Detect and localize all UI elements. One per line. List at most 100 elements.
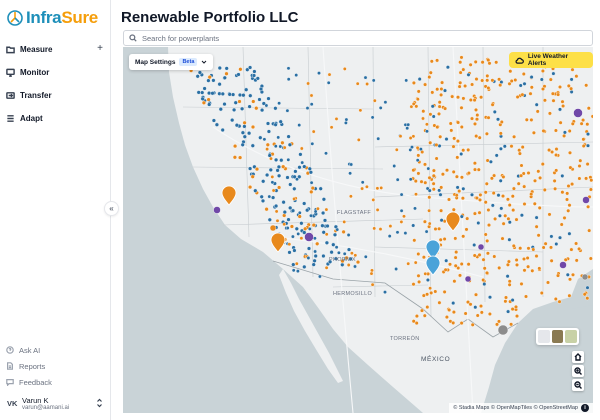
powerplant-marker[interactable] — [454, 250, 459, 255]
powerplant-marker[interactable] — [376, 136, 381, 141]
powerplant-marker[interactable] — [427, 221, 432, 226]
powerplant-marker[interactable] — [295, 177, 299, 182]
powerplant-marker[interactable] — [232, 155, 237, 160]
powerplant-marker[interactable] — [504, 295, 509, 300]
powerplant-marker[interactable] — [334, 117, 339, 121]
powerplant-marker[interactable] — [378, 106, 383, 110]
powerplant-marker[interactable] — [468, 98, 473, 103]
powerplant-marker[interactable] — [438, 192, 443, 197]
powerplant-marker[interactable] — [370, 268, 374, 273]
powerplant-marker[interactable] — [237, 155, 243, 160]
powerplant-marker[interactable] — [286, 134, 291, 139]
powerplant-marker[interactable] — [425, 305, 430, 310]
powerplant-marker[interactable] — [459, 151, 464, 156]
powerplant-marker[interactable] — [280, 140, 285, 145]
powerplant-marker[interactable] — [343, 121, 348, 125]
powerplant-marker[interactable] — [394, 147, 399, 152]
powerplant-marker[interactable] — [517, 148, 522, 153]
powerplant-marker[interactable] — [285, 108, 290, 113]
powerplant-marker[interactable] — [511, 208, 516, 213]
powerplant-marker[interactable] — [292, 196, 297, 201]
powerplant-marker[interactable] — [273, 122, 278, 127]
powerplant-marker[interactable] — [242, 120, 247, 125]
powerplant-marker[interactable] — [569, 89, 574, 94]
powerplant-marker[interactable] — [507, 237, 512, 242]
powerplant-marker[interactable] — [431, 114, 436, 119]
powerplant-marker[interactable] — [483, 200, 488, 205]
powerplant-marker[interactable] — [442, 289, 447, 294]
powerplant-marker[interactable] — [429, 290, 434, 295]
powerplant-marker[interactable] — [451, 310, 456, 315]
powerplant-marker[interactable] — [346, 263, 351, 267]
zoom-in-button[interactable] — [572, 365, 584, 377]
powerplant-marker[interactable] — [268, 167, 273, 172]
powerplant-marker[interactable] — [585, 122, 590, 127]
powerplant-marker[interactable] — [500, 236, 505, 241]
powerplant-marker[interactable] — [261, 101, 266, 106]
powerplant-marker[interactable] — [425, 292, 430, 297]
powerplant-marker[interactable] — [559, 222, 564, 227]
powerplant-marker[interactable] — [447, 308, 452, 313]
powerplant-marker[interactable] — [306, 256, 311, 260]
powerplant-marker[interactable] — [513, 78, 518, 83]
powerplant-marker[interactable] — [472, 253, 477, 258]
powerplant-marker[interactable] — [532, 201, 537, 206]
powerplant-marker[interactable] — [265, 142, 270, 147]
powerplant-marker[interactable] — [239, 106, 245, 111]
powerplant-marker[interactable] — [408, 177, 413, 182]
powerplant-marker[interactable] — [299, 236, 304, 241]
powerplant-marker[interactable] — [510, 298, 515, 303]
powerplant-marker[interactable] — [348, 171, 353, 176]
powerplant-marker[interactable] — [508, 69, 513, 74]
powerplant-marker[interactable] — [311, 223, 316, 228]
powerplant-marker[interactable] — [554, 168, 559, 173]
solar-site-pin[interactable] — [445, 211, 461, 232]
powerplant-marker[interactable] — [569, 247, 574, 252]
powerplant-marker[interactable] — [584, 83, 589, 88]
powerplant-marker[interactable] — [372, 98, 377, 103]
powerplant-marker[interactable] — [342, 251, 347, 256]
powerplant-marker[interactable] — [541, 245, 546, 250]
powerplant-marker[interactable] — [427, 208, 431, 213]
powerplant-marker[interactable] — [541, 128, 546, 133]
powerplant-marker[interactable] — [255, 76, 260, 81]
powerplant-markers[interactable] — [188, 55, 593, 336]
powerplant-marker[interactable] — [311, 262, 316, 267]
powerplant-marker[interactable] — [584, 176, 589, 181]
powerplant-marker[interactable] — [399, 208, 404, 213]
powerplant-marker[interactable] — [488, 159, 493, 164]
powerplant-marker[interactable] — [423, 82, 428, 87]
powerplant-marker[interactable] — [531, 130, 536, 135]
powerplant-marker[interactable] — [200, 96, 205, 101]
powerplant-marker[interactable] — [404, 78, 409, 83]
powerplant-marker[interactable] — [573, 108, 583, 118]
powerplant-marker[interactable] — [549, 258, 554, 263]
powerplant-marker[interactable] — [413, 260, 418, 265]
powerplant-marker[interactable] — [356, 138, 361, 142]
powerplant-marker[interactable] — [295, 269, 300, 274]
powerplant-marker[interactable] — [497, 319, 502, 324]
powerplant-marker[interactable] — [287, 250, 292, 255]
powerplant-marker[interactable] — [473, 305, 478, 310]
powerplant-marker[interactable] — [288, 205, 293, 210]
powerplant-marker[interactable] — [364, 184, 369, 189]
powerplant-marker[interactable] — [501, 221, 506, 226]
zoom-out-button[interactable] — [572, 379, 584, 391]
powerplant-marker[interactable] — [282, 210, 287, 215]
powerplant-marker[interactable] — [507, 220, 512, 225]
powerplant-marker[interactable] — [546, 280, 551, 285]
layer-thumb-terrain[interactable] — [565, 330, 578, 343]
powerplant-marker[interactable] — [581, 118, 586, 123]
powerplant-marker[interactable] — [484, 181, 489, 186]
powerplant-marker[interactable] — [425, 129, 429, 134]
powerplant-marker[interactable] — [313, 209, 318, 214]
powerplant-marker[interactable] — [452, 136, 457, 141]
powerplant-marker[interactable] — [458, 60, 463, 65]
powerplant-marker[interactable] — [411, 168, 416, 173]
powerplant-marker[interactable] — [411, 80, 416, 85]
powerplant-marker[interactable] — [213, 206, 221, 214]
powerplant-marker[interactable] — [451, 144, 456, 149]
powerplant-marker[interactable] — [565, 197, 570, 202]
powerplant-marker[interactable] — [496, 193, 501, 198]
powerplant-marker[interactable] — [466, 72, 471, 77]
